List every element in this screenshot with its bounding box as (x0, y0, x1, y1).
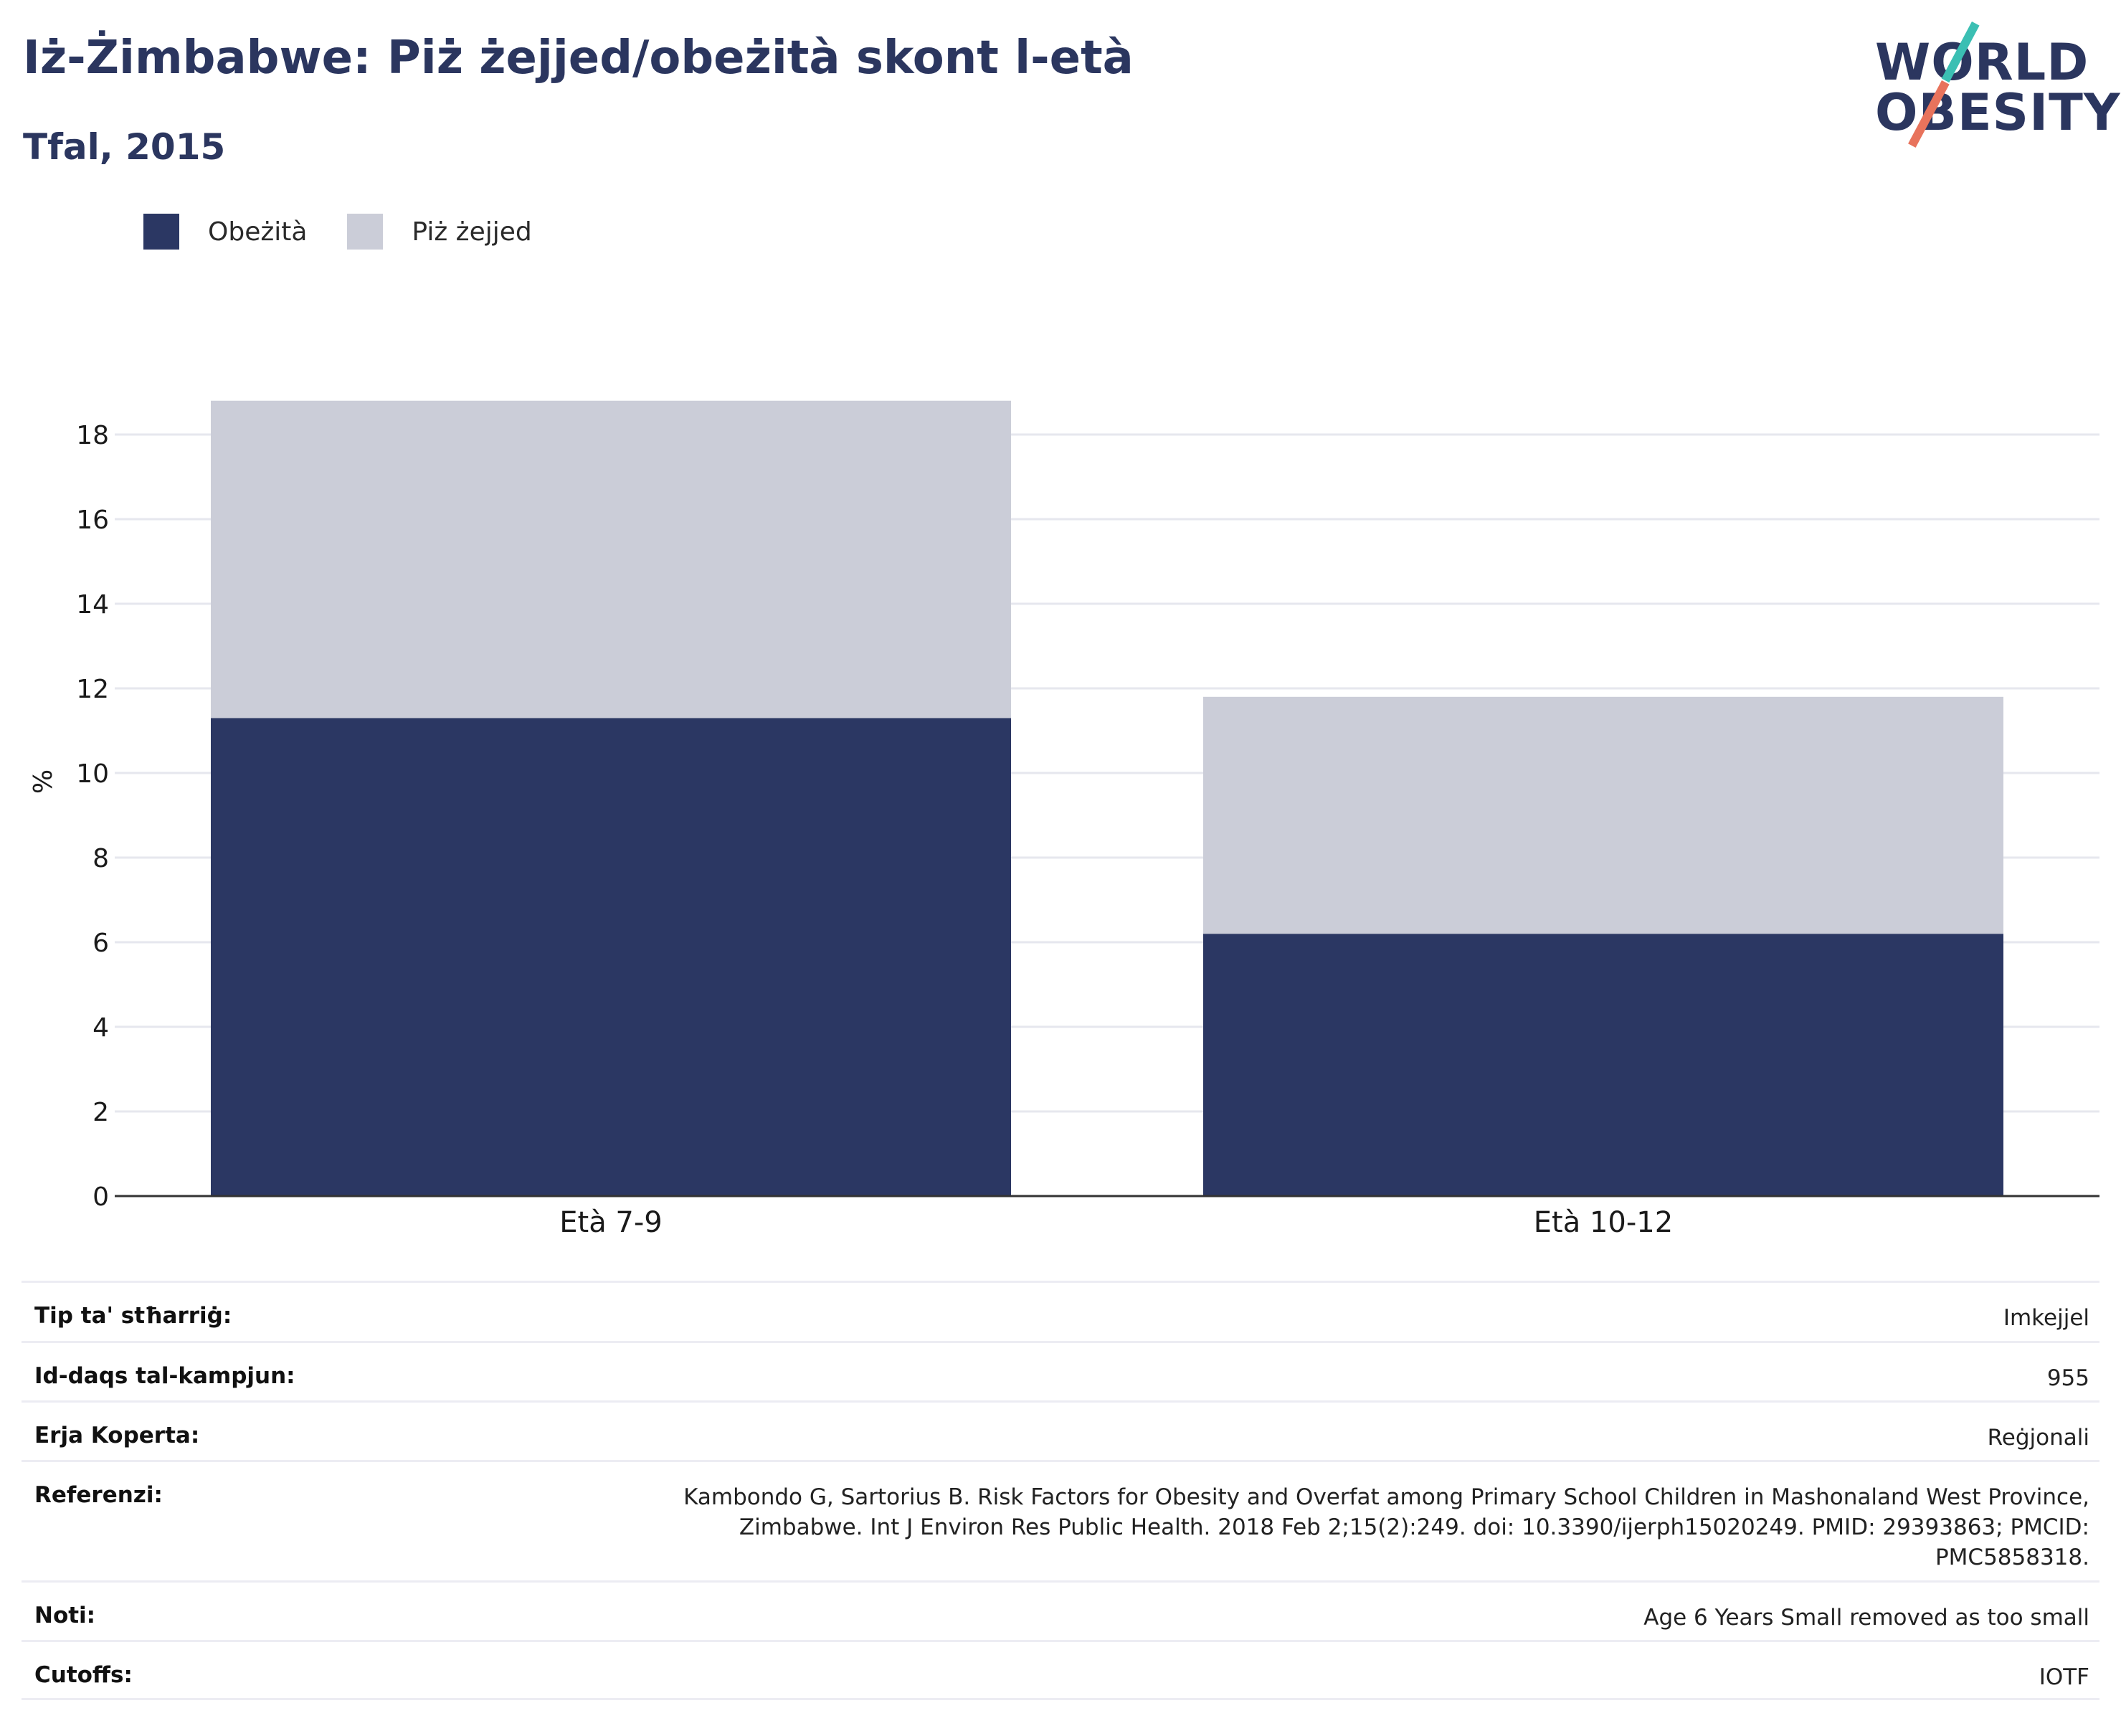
bar-segment-obesity[interactable] (211, 718, 1011, 1196)
legend-swatch-obesity (143, 214, 179, 250)
x-category-label: Età 7-9 (559, 1206, 663, 1239)
info-row-survey-type: Tip ta' stħarriġ: Imkejjel (22, 1281, 2099, 1341)
chart-legend: Obeżità Piż żejjed (143, 214, 572, 250)
y-tick-label: 14 (76, 590, 109, 620)
y-tick-label: 18 (76, 421, 109, 450)
bars (211, 400, 2003, 1196)
legend-label-overweight: Piż żejjed (412, 217, 532, 247)
y-tick-label: 2 (92, 1098, 109, 1127)
survey-info-table: Tip ta' stħarriġ: Imkejjel Id-daqs tal-k… (22, 1281, 2099, 1700)
info-value-references: Kambondo G, Sartorius B. Risk Factors fo… (683, 1484, 2089, 1570)
y-tick-label: 16 (76, 506, 109, 535)
info-row-sample-size: Id-daqs tal-kampjun: 955 (22, 1341, 2099, 1400)
info-label-notes: Noti: (34, 1603, 96, 1628)
info-value-sample-size: 955 (2046, 1365, 2089, 1391)
legend-label-obesity: Obeżità (208, 217, 308, 247)
world-obesity-logo: WORLD OBESITY (1864, 22, 2120, 154)
legend-item-overweight[interactable]: Piż żejjed (347, 214, 532, 250)
info-value-survey-type: Imkejjel (2003, 1305, 2089, 1331)
info-value-area-covered: Reġjonali (1987, 1425, 2089, 1451)
chart-subtitle: Tfal, 2015 (23, 126, 226, 168)
info-row-cutoffs: Cutoffs: IOTF (22, 1640, 2099, 1700)
y-tick-label: 10 (76, 759, 109, 789)
info-label-sample-size: Id-daqs tal-kampjun: (34, 1363, 295, 1389)
stacked-bar-chart: 0 2 4 6 8 10 12 14 16 18 Età 7-9 Età 10-12 % (29, 400, 2099, 1239)
info-label-cutoffs: Cutoffs: (34, 1662, 133, 1688)
bar-segment-overweight[interactable] (211, 400, 1011, 718)
legend-item-obesity[interactable]: Obeżità (143, 214, 307, 250)
legend-swatch-overweight (347, 214, 384, 250)
info-value-notes: Age 6 Years Small removed as too small (1643, 1605, 2089, 1631)
bar-segment-obesity[interactable] (1203, 934, 2003, 1196)
info-row-area-covered: Erja Koperta: Reġjonali (22, 1400, 2099, 1460)
info-value-cutoffs: IOTF (2039, 1664, 2089, 1690)
bar-segment-overweight[interactable] (1203, 696, 2003, 934)
info-label-references: Referenzi: (34, 1482, 163, 1508)
x-category-label: Età 10-12 (1534, 1206, 1673, 1239)
y-tick-label: 12 (76, 675, 109, 704)
y-tick-label: 8 (92, 844, 109, 873)
info-label-survey-type: Tip ta' stħarriġ: (34, 1303, 232, 1329)
y-tick-label: 6 (92, 929, 109, 958)
axes: 0 2 4 6 8 10 12 14 16 18 Età 7-9 Età 10-12 (76, 421, 2099, 1239)
y-axis-label: % (29, 769, 58, 794)
info-label-area-covered: Erja Koperta: (34, 1423, 200, 1448)
logo-word-world: WORLD (1875, 33, 2089, 92)
y-tick-label: 0 (92, 1182, 109, 1212)
info-row-notes: Noti: Age 6 Years Small removed as too s… (22, 1580, 2099, 1640)
y-tick-label: 4 (92, 1013, 109, 1043)
info-row-references: Referenzi: Kambondo G, Sartorius B. Risk… (22, 1460, 2099, 1580)
chart-title: Iż-Żimbabwe: Piż żejjed/obeżità skont l-… (23, 32, 1134, 85)
